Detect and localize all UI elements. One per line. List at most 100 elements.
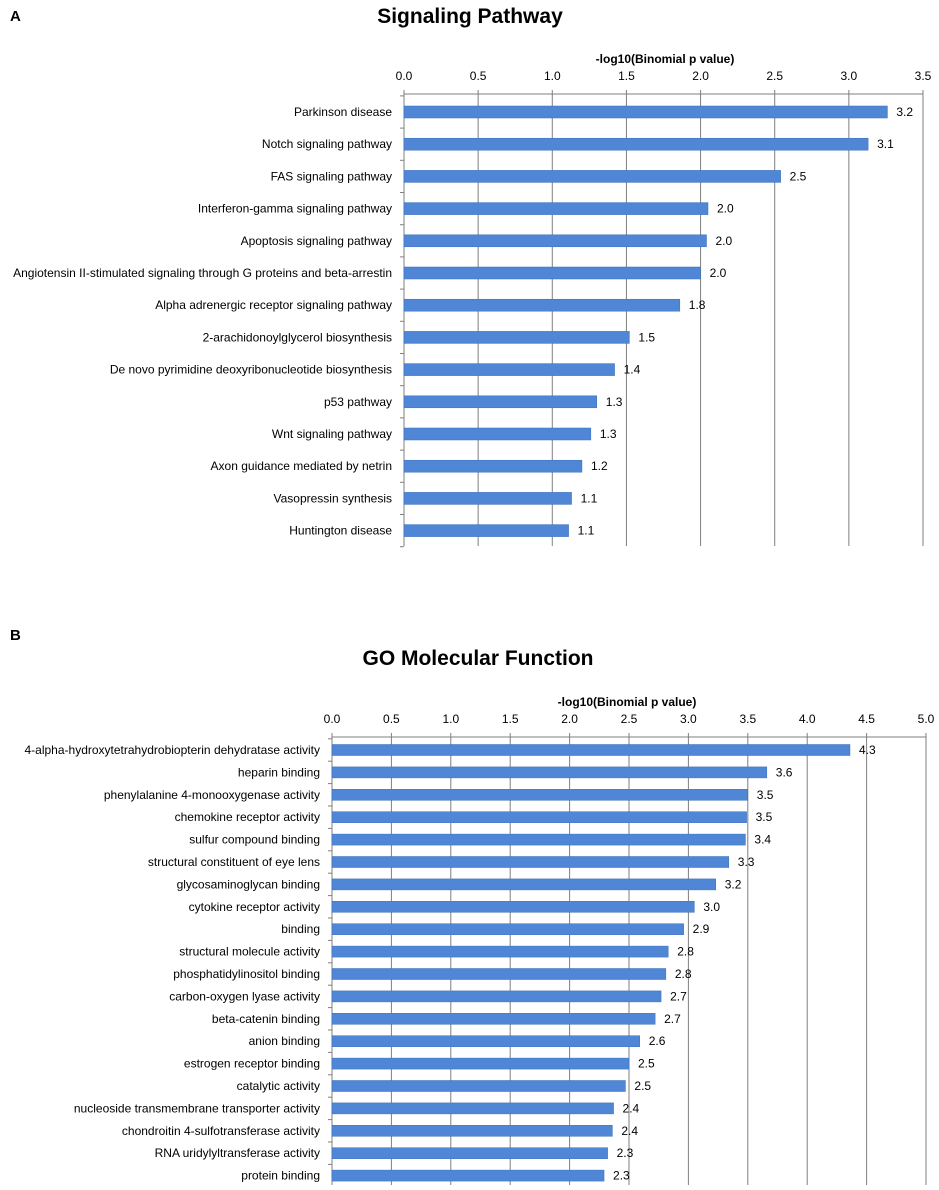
x-tick-label: 3.5 bbox=[915, 69, 932, 83]
bar bbox=[403, 266, 701, 280]
category-label: Vasopressin synthesis bbox=[274, 491, 393, 505]
data-label: 2.0 bbox=[717, 202, 734, 216]
x-tick-label: 3.5 bbox=[739, 712, 756, 726]
data-label: 3.2 bbox=[896, 105, 913, 119]
category-label: estrogen receptor binding bbox=[184, 1057, 320, 1071]
category-label: Apoptosis signaling pathway bbox=[241, 234, 392, 248]
data-label: 1.4 bbox=[624, 363, 641, 377]
category-label: glycosaminoglycan binding bbox=[177, 877, 320, 891]
data-label: 2.3 bbox=[613, 1169, 630, 1183]
data-label: 1.8 bbox=[689, 298, 706, 312]
category-label: Notch signaling pathway bbox=[262, 137, 392, 151]
data-label: 1.2 bbox=[591, 459, 608, 473]
category-label: Huntington disease bbox=[289, 524, 392, 538]
category-label: p53 pathway bbox=[324, 395, 392, 409]
category-label: structural molecule activity bbox=[179, 945, 320, 959]
bar bbox=[331, 1169, 605, 1182]
category-label: carbon-oxygen lyase activity bbox=[169, 989, 320, 1003]
panel-letter-a: A bbox=[10, 8, 21, 25]
panel-letter-b: B bbox=[10, 627, 21, 644]
bar bbox=[403, 202, 709, 215]
chart-signaling-pathway: A Signaling Pathway -log10(Binomial p va… bbox=[10, 5, 932, 548]
bar bbox=[403, 459, 583, 473]
data-label: 2.3 bbox=[617, 1146, 634, 1160]
bar bbox=[403, 363, 615, 376]
data-label: 2.7 bbox=[664, 1012, 681, 1026]
bar bbox=[331, 945, 669, 958]
chart-go-molecular-function: B GO Molecular Function -log10(Binomial … bbox=[10, 627, 935, 1185]
category-label: FAS signaling pathway bbox=[271, 169, 392, 183]
bar bbox=[331, 744, 851, 756]
data-label: 4.3 bbox=[859, 743, 876, 757]
category-label: phosphatidylinositol binding bbox=[173, 967, 320, 981]
data-label: 2.0 bbox=[710, 266, 727, 280]
category-label: Axon guidance mediated by netrin bbox=[211, 459, 392, 473]
bar bbox=[331, 990, 662, 1003]
bar bbox=[403, 298, 681, 312]
bar bbox=[331, 1125, 613, 1137]
x-tick-label: 1.0 bbox=[442, 712, 459, 726]
category-label: cytokine receptor activity bbox=[189, 900, 320, 914]
category-label: 4-alpha-hydroxytetrahydrobiopterin dehyd… bbox=[25, 743, 321, 757]
category-label: sulfur compound binding bbox=[189, 833, 320, 847]
category-label: anion binding bbox=[249, 1034, 320, 1048]
bar bbox=[331, 968, 667, 980]
x-tick-label: 2.5 bbox=[766, 69, 783, 83]
category-label: protein binding bbox=[241, 1169, 320, 1183]
bar bbox=[403, 427, 592, 441]
data-label: 2.5 bbox=[790, 169, 807, 183]
x-tick-label: 2.0 bbox=[561, 712, 578, 726]
bar bbox=[331, 1013, 656, 1025]
data-label: 3.5 bbox=[757, 788, 774, 802]
data-label: 3.4 bbox=[754, 833, 771, 847]
category-label: Wnt signaling pathway bbox=[272, 427, 392, 441]
bar bbox=[331, 1102, 614, 1115]
bar bbox=[403, 492, 572, 505]
x-tick-label: 5.0 bbox=[918, 712, 935, 726]
x-axis-label-b: -log10(Binomial p value) bbox=[558, 695, 697, 709]
bar bbox=[331, 878, 716, 891]
x-tick-label: 1.5 bbox=[618, 69, 635, 83]
bar bbox=[403, 331, 630, 344]
bar bbox=[331, 766, 768, 779]
category-label: RNA uridylyltransferase activity bbox=[155, 1146, 320, 1160]
bar bbox=[403, 170, 781, 183]
data-label: 2.8 bbox=[677, 945, 694, 959]
x-tick-label: 3.0 bbox=[680, 712, 697, 726]
category-label: nucleoside transmembrane transporter act… bbox=[74, 1101, 320, 1115]
category-label: Parkinson disease bbox=[294, 105, 392, 119]
x-tick-label: 4.0 bbox=[799, 712, 816, 726]
bar bbox=[331, 923, 684, 935]
bar bbox=[331, 789, 749, 801]
x-tick-label: 1.5 bbox=[502, 712, 519, 726]
bar bbox=[331, 833, 746, 846]
bar bbox=[403, 395, 598, 409]
data-label: 1.3 bbox=[600, 427, 617, 441]
data-label: 2.6 bbox=[649, 1034, 666, 1048]
category-label: Alpha adrenergic receptor signaling path… bbox=[155, 298, 392, 312]
bar bbox=[403, 105, 888, 119]
data-label: 3.0 bbox=[703, 900, 720, 914]
category-label: chemokine receptor activity bbox=[175, 810, 320, 824]
x-tick-label: 0.5 bbox=[470, 69, 487, 83]
data-label: 2.4 bbox=[623, 1101, 640, 1115]
bar bbox=[331, 1057, 630, 1070]
category-label: 2-arachidonoylglycerol biosynthesis bbox=[203, 330, 392, 344]
category-label: De novo pyrimidine deoxyribonucleotide b… bbox=[110, 363, 392, 377]
data-label: 3.2 bbox=[725, 877, 742, 891]
x-tick-label: 0.5 bbox=[383, 712, 400, 726]
data-label: 1.1 bbox=[578, 524, 595, 538]
x-tick-label: 0.0 bbox=[396, 69, 413, 83]
data-label: 2.4 bbox=[621, 1124, 638, 1138]
x-axis-label-a: -log10(Binomial p value) bbox=[596, 52, 735, 66]
data-label: 3.1 bbox=[877, 137, 894, 151]
data-label: 2.0 bbox=[716, 234, 733, 248]
category-label: Interferon-gamma signaling pathway bbox=[198, 202, 392, 216]
data-label: 3.6 bbox=[776, 765, 793, 779]
bar bbox=[331, 1035, 640, 1047]
category-label: beta-catenin binding bbox=[212, 1012, 320, 1026]
bar bbox=[403, 234, 707, 248]
x-tick-label: 2.0 bbox=[692, 69, 709, 83]
category-label: phenylalanine 4-monooxygenase activity bbox=[104, 788, 320, 802]
x-tick-label: 1.0 bbox=[544, 69, 561, 83]
